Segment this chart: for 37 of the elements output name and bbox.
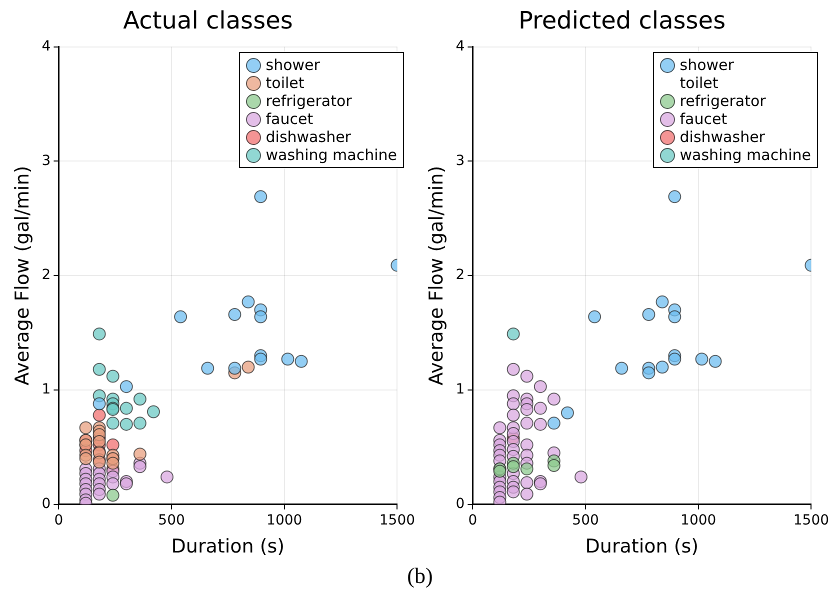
x-tick-label: 1500 [379, 512, 416, 528]
text: toilet [680, 74, 718, 92]
chart-title: Actual classes [123, 6, 293, 35]
y-tick-label: 1 [42, 382, 51, 398]
text: (b) [406, 563, 434, 589]
legend-label: washing machine [266, 146, 397, 164]
y-tick-label: 2 [456, 267, 465, 284]
x-tick-label: 0 [468, 512, 478, 528]
legend-label: faucet [266, 110, 314, 128]
y-tick-label: 0 [456, 496, 465, 512]
y-tick-label: 3 [42, 152, 51, 169]
x-tick-label: 500 [572, 512, 599, 528]
legend-label: washing machine [680, 146, 811, 164]
chart-title: Predicted classes [518, 6, 726, 35]
y-tick-label: 2 [42, 267, 51, 284]
legend-label: faucet [680, 110, 728, 128]
y-axis-title: Average Flow (gal/min) [11, 166, 34, 386]
x-axis-title: Duration (s) [585, 536, 699, 558]
x-tick-label: 1000 [266, 512, 302, 528]
legend-label: refrigerator [266, 92, 352, 110]
x-tick-label: 500 [158, 512, 185, 528]
legend-label: shower [266, 56, 320, 74]
y-tick-label: 1 [456, 382, 465, 398]
legend-label: refrigerator [680, 92, 766, 110]
legend-label: shower [680, 56, 734, 74]
y-tick-label: 4 [42, 38, 51, 54]
x-tick-label: 1000 [680, 512, 716, 528]
legend-label: dishwasher [680, 128, 765, 146]
y-tick-label: 3 [456, 152, 465, 169]
y-axis-title: Average Flow (gal/min) [425, 166, 448, 386]
x-tick-label: 1500 [793, 512, 830, 528]
y-tick-label: 4 [456, 38, 465, 54]
legend-label: toilet [266, 74, 304, 92]
x-axis-title: Duration (s) [171, 536, 285, 558]
y-tick-label: 0 [42, 496, 51, 512]
x-tick-label: 0 [54, 512, 64, 528]
legend-label: dishwasher [266, 128, 351, 146]
